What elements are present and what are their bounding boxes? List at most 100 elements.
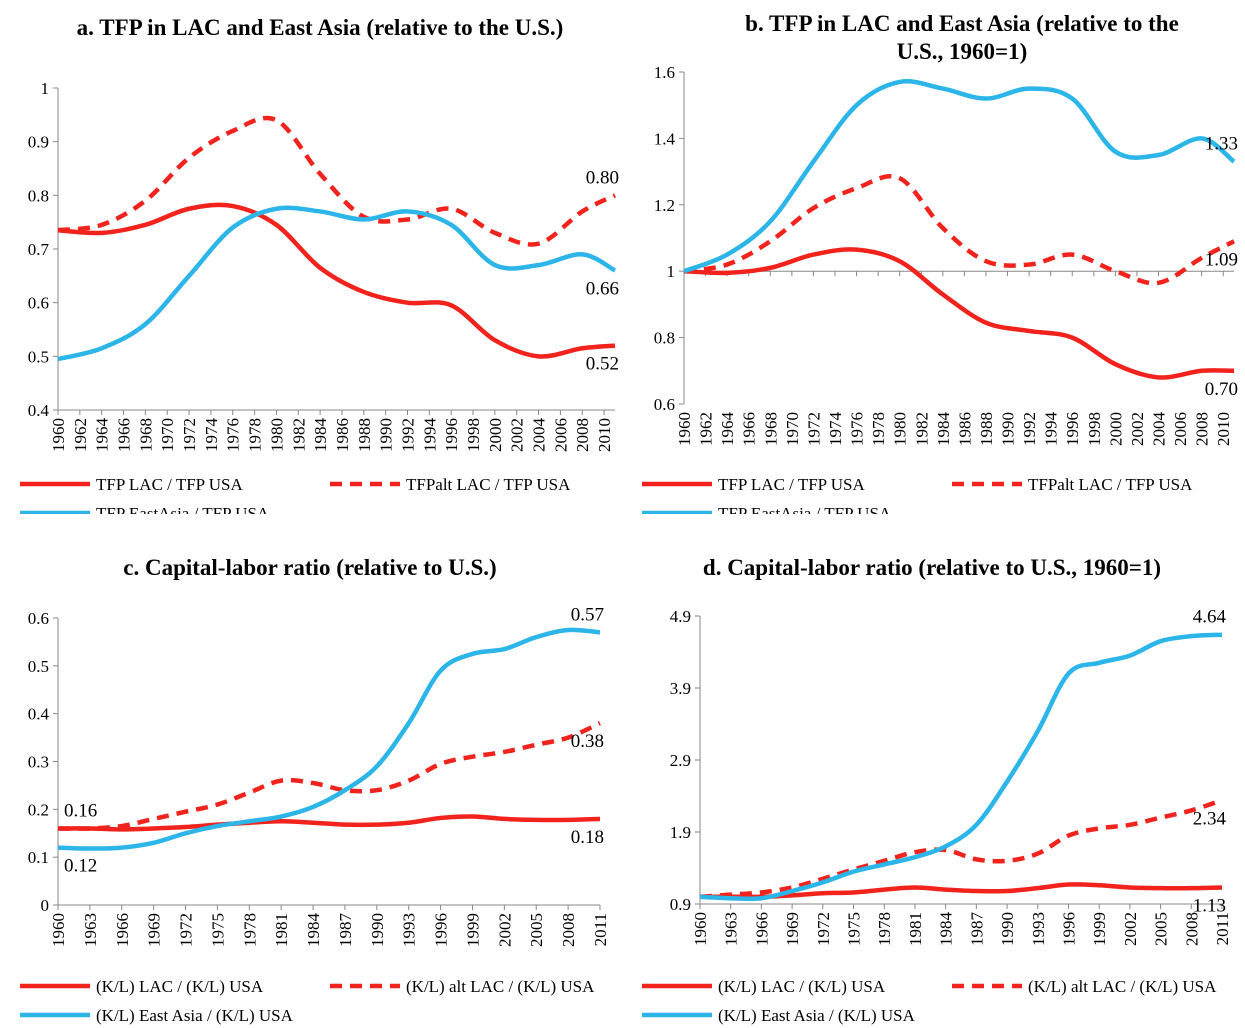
- y-tick-label: 0.8: [654, 329, 675, 348]
- x-tick-label: 1972: [180, 418, 199, 452]
- x-tick-label: 1975: [845, 912, 864, 946]
- y-tick-label: 0.2: [28, 800, 49, 819]
- chart-title: c. Capital-labor ratio (relative to U.S.…: [123, 555, 497, 580]
- x-tick-label: 1972: [177, 913, 196, 947]
- value-label: 0.16: [64, 800, 97, 821]
- x-tick-label: 1976: [224, 418, 243, 452]
- x-tick-label: 1999: [1090, 912, 1109, 946]
- x-tick-label: 2008: [559, 913, 578, 947]
- legend-label: TFPalt LAC / TFP USA: [1028, 475, 1193, 494]
- y-tick-label: 0.5: [28, 657, 49, 676]
- series-line: [57, 202, 616, 359]
- x-tick-label: 1978: [240, 913, 259, 947]
- x-tick-label: 2006: [1171, 412, 1190, 446]
- y-tick-label: 0.9: [670, 895, 691, 914]
- chart-panel: a. TFP in LAC and East Asia (relative to…: [0, 0, 622, 514]
- value-label: 2.34: [1193, 808, 1227, 829]
- chart: 0.6 0.8 1 1.2 1.4 1.6 1960 1962 1964 1966 1968 1970…: [642, 63, 1238, 514]
- y-tick-label: 0.8: [28, 186, 49, 205]
- x-tick-label: 1998: [464, 418, 483, 452]
- x-tick-label: 2000: [486, 418, 505, 452]
- value-label: 1.13: [1193, 895, 1226, 916]
- chart-panel: d. Capital-labor ratio (relative to U.S.…: [622, 514, 1244, 1028]
- chart: 0.9 1.9 2.9 3.9 4.9 1960 1963 1966 1969 1972 1975 1…: [642, 607, 1232, 1025]
- x-tick-label: 2004: [530, 418, 549, 453]
- series-line: [57, 205, 617, 362]
- series-line: [683, 79, 1236, 274]
- legend-label: (K/L) alt LAC / (K/L) USA: [1028, 977, 1217, 996]
- x-tick-label: 1964: [93, 418, 112, 453]
- x-tick-label: 1990: [377, 418, 396, 452]
- x-tick-label: 1966: [113, 913, 132, 947]
- y-tick-label: 0.6: [28, 609, 49, 628]
- value-label: 1.33: [1205, 134, 1238, 155]
- value-label: 0.18: [571, 827, 604, 848]
- series-line: [699, 798, 1223, 900]
- x-tick-label: 2002: [508, 418, 527, 452]
- x-tick-label: 1968: [136, 418, 155, 452]
- x-tick-label: 1974: [826, 412, 845, 447]
- x-tick-label: 1996: [442, 418, 461, 452]
- x-tick-label: 1982: [289, 418, 308, 452]
- x-tick-label: 1980: [267, 418, 286, 452]
- x-tick-label: 1962: [697, 412, 716, 446]
- x-tick-label: 1984: [304, 913, 323, 948]
- x-tick-label: 1972: [814, 912, 833, 946]
- chart-title: d. Capital-labor ratio (relative to U.S.…: [702, 555, 1162, 580]
- x-tick-label: 1990: [999, 412, 1018, 446]
- x-tick-label: 1974: [202, 418, 221, 453]
- legend-label: TFP EastAsia / TFP USA: [718, 504, 892, 514]
- x-tick-label: 2005: [527, 913, 546, 947]
- y-tick-label: 0.9: [28, 133, 49, 152]
- value-label: 0.52: [586, 354, 619, 375]
- y-tick-label: 1.9: [670, 823, 691, 842]
- series-line: [683, 247, 1235, 380]
- legend-label: (K/L) alt LAC / (K/L) USA: [406, 977, 595, 996]
- x-tick-label: 1960: [675, 412, 694, 446]
- x-tick-label: 1999: [463, 913, 482, 947]
- legend-label: TFP LAC / TFP USA: [718, 475, 865, 494]
- x-tick-label: 1981: [906, 912, 925, 946]
- x-tick-label: 1992: [398, 418, 417, 452]
- x-tick-label: 1960: [691, 912, 710, 946]
- chart-panel: c. Capital-labor ratio (relative to U.S.…: [0, 514, 622, 1028]
- x-tick-label: 1969: [145, 913, 164, 947]
- x-tick-label: 2005: [1152, 912, 1171, 946]
- y-tick-label: 1.2: [654, 196, 675, 215]
- series-line: [57, 721, 601, 831]
- chart-title: a. TFP in LAC and East Asia (relative to…: [76, 15, 564, 40]
- x-tick-label: 1990: [998, 912, 1017, 946]
- legend-label: TFP EastAsia / TFP USA: [96, 504, 270, 514]
- value-label: 0.12: [64, 856, 97, 877]
- x-tick-label: 2010: [595, 418, 614, 452]
- x-tick-label: 1981: [272, 913, 291, 947]
- y-tick-label: 1: [41, 79, 50, 98]
- x-tick-label: 1970: [783, 412, 802, 446]
- x-tick-label: 1982: [912, 412, 931, 446]
- x-tick-label: 1986: [955, 412, 974, 446]
- y-tick-label: 1: [667, 262, 676, 281]
- value-label: 4.64: [1193, 607, 1227, 628]
- x-tick-label: 1975: [208, 913, 227, 947]
- x-tick-label: 1988: [355, 418, 374, 452]
- legend-label: TFP LAC / TFP USA: [96, 475, 243, 494]
- series-line: [699, 632, 1223, 902]
- x-tick-label: 1996: [432, 913, 451, 947]
- series-line: [57, 814, 601, 832]
- x-tick-label: 1996: [1059, 912, 1078, 946]
- y-tick-label: 0.1: [28, 848, 49, 867]
- x-tick-label: 1994: [1042, 412, 1061, 447]
- y-tick-label: 0: [41, 896, 50, 915]
- series-line: [57, 627, 601, 851]
- x-tick-label: 1996: [1063, 412, 1082, 446]
- x-tick-label: 2008: [573, 418, 592, 452]
- x-tick-label: 1992: [1020, 412, 1039, 446]
- x-tick-label: 1972: [804, 412, 823, 446]
- x-tick-label: 2008: [1182, 912, 1201, 946]
- x-tick-label: 1978: [869, 412, 888, 446]
- y-tick-label: 0.4: [28, 401, 50, 420]
- y-tick-label: 0.6: [654, 395, 675, 414]
- y-tick-label: 3.9: [670, 679, 691, 698]
